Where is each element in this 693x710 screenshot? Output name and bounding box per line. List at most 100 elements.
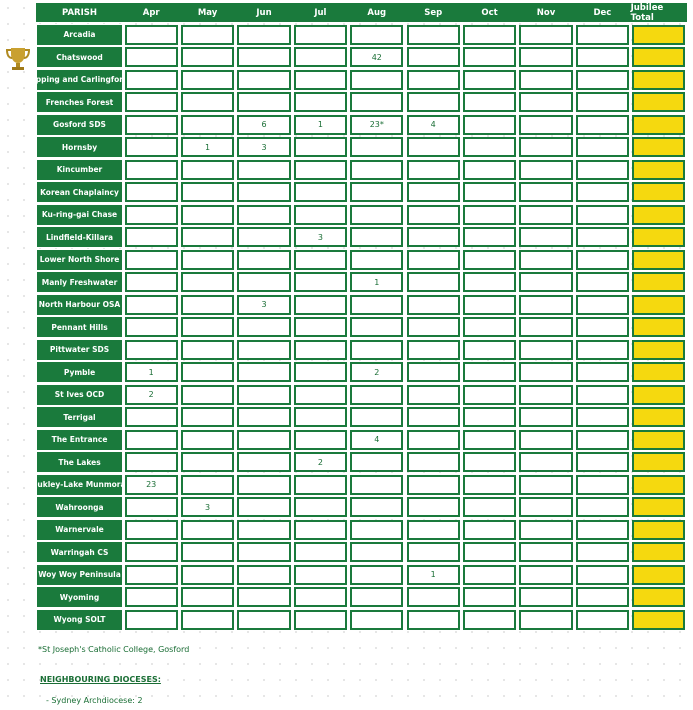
value-cell [406, 227, 460, 247]
value-cell [180, 159, 235, 180]
value-cell [237, 587, 291, 607]
value-cell [406, 362, 460, 382]
total-cell [632, 272, 686, 292]
column-header: Jul [292, 3, 349, 22]
value-cell: 3 [237, 137, 291, 157]
total-cell [632, 204, 686, 225]
column-header: Nov [517, 3, 575, 22]
value-cell [237, 564, 291, 585]
footnote: *St Joseph's Catholic College, Gosford [38, 645, 190, 654]
value-cell [124, 92, 178, 112]
parish-cell: Arcadia [36, 23, 123, 46]
value-cell [462, 159, 517, 180]
value-cell [575, 114, 630, 135]
value-cell [462, 474, 517, 495]
value-cell [124, 114, 178, 135]
parish-cell: Woy Woy Peninsula [36, 563, 123, 586]
value-cell [406, 92, 460, 112]
value-cell [575, 339, 630, 360]
value-cell [462, 362, 517, 382]
total-cell [632, 429, 686, 450]
value-cell [180, 317, 235, 337]
value-cell [519, 92, 573, 112]
value-cell [124, 564, 178, 585]
value-cell [350, 249, 404, 270]
column-header: Aug [348, 3, 405, 22]
value-cell: 1 [350, 272, 404, 292]
total-cell [632, 587, 686, 607]
parish-cell: Hornsby [36, 136, 123, 158]
total-cell [632, 69, 686, 90]
value-cell [237, 317, 291, 337]
section-title: NEIGHBOURING DIOCESES: [40, 675, 161, 684]
parish-cell: Frenches Forest [36, 91, 123, 113]
parish-cell: Warnervale [36, 518, 123, 541]
value-cell [519, 317, 573, 337]
parish-cell: Warringah CS [36, 541, 123, 563]
value-cell [293, 24, 348, 45]
value-cell [124, 339, 178, 360]
column-header: May [179, 3, 236, 22]
value-cell [406, 452, 460, 472]
value-cell [519, 159, 573, 180]
value-cell [350, 339, 404, 360]
column-header: Jubilee Total [630, 3, 687, 23]
value-cell [350, 497, 404, 517]
value-cell [406, 182, 460, 202]
value-cell [350, 587, 404, 607]
total-cell [632, 92, 686, 112]
value-cell [406, 587, 460, 607]
value-cell [124, 429, 178, 450]
value-cell [462, 47, 517, 67]
value-cell [462, 587, 517, 607]
value-cell [519, 69, 573, 90]
value-cell [575, 362, 630, 382]
parish-cell: Lower North Shore [36, 248, 123, 271]
value-cell [350, 564, 404, 585]
value-cell [124, 609, 178, 630]
value-cell [575, 227, 630, 247]
trophy-icon [5, 48, 31, 70]
value-cell [293, 272, 348, 292]
value-cell [293, 182, 348, 202]
value-cell [180, 227, 235, 247]
value-cell [462, 272, 517, 292]
value-cell [180, 474, 235, 495]
column-header: Sep [405, 3, 462, 22]
value-cell [124, 317, 178, 337]
value-cell [406, 69, 460, 90]
value-cell [293, 137, 348, 157]
value-cell [519, 249, 573, 270]
value-cell [462, 69, 517, 90]
value-cell [293, 384, 348, 405]
column-header: PARISH [36, 3, 123, 22]
value-cell [293, 587, 348, 607]
value-cell [237, 452, 291, 472]
value-cell [124, 159, 178, 180]
total-cell [632, 564, 686, 585]
value-cell [293, 429, 348, 450]
value-cell [406, 474, 460, 495]
value-cell [519, 362, 573, 382]
value-cell [519, 587, 573, 607]
total-cell [632, 294, 686, 315]
parish-cell: Wahroonga [36, 496, 123, 518]
value-cell [519, 47, 573, 67]
total-cell [632, 249, 686, 270]
value-cell [124, 182, 178, 202]
value-cell [180, 114, 235, 135]
value-cell: 3 [180, 497, 235, 517]
parish-cell: Pymble [36, 361, 123, 383]
value-cell [519, 429, 573, 450]
total-cell [632, 182, 686, 202]
value-cell [350, 24, 404, 45]
value-cell [124, 204, 178, 225]
value-cell [350, 92, 404, 112]
value-cell [350, 519, 404, 540]
value-cell [124, 519, 178, 540]
parish-cell: Manly Freshwater [36, 271, 123, 293]
parish-cell: Korean Chaplaincy [36, 181, 123, 203]
value-cell [519, 564, 573, 585]
total-cell [632, 227, 686, 247]
